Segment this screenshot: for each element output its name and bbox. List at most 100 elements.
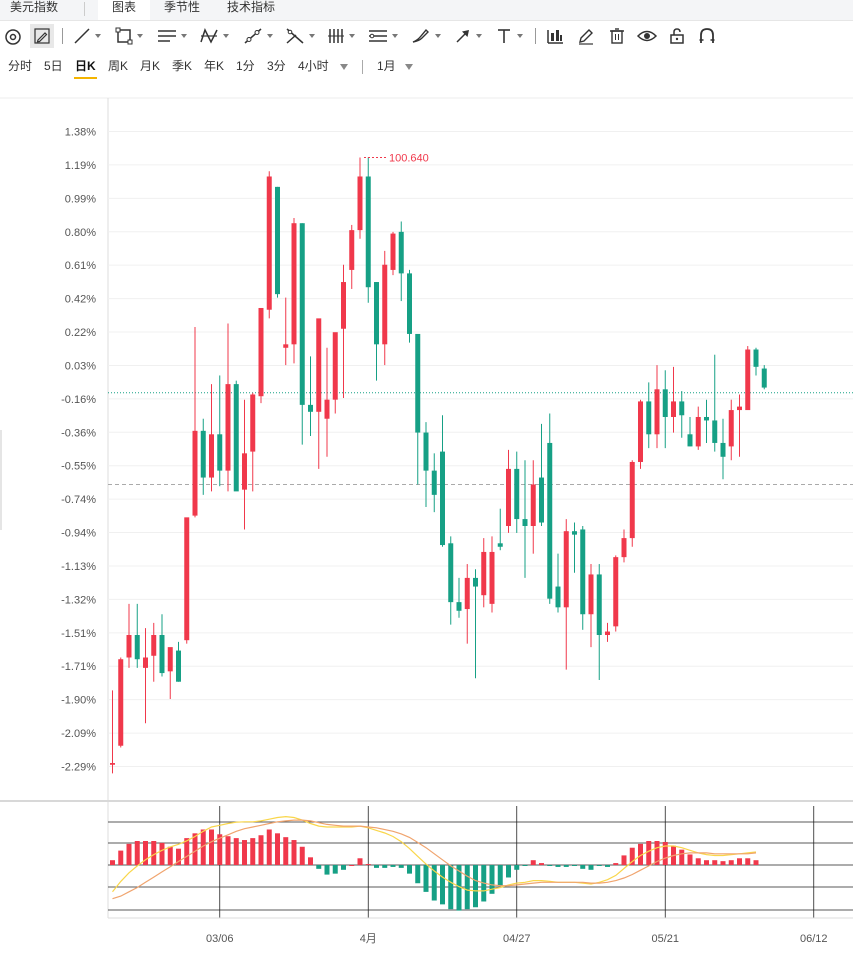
x-tick-label: 4月 — [360, 933, 377, 945]
candle — [596, 564, 602, 680]
eye-icon[interactable] — [636, 24, 658, 48]
bar-indicator-icon[interactable] — [545, 24, 565, 48]
candle-body — [588, 574, 594, 615]
tab-technical[interactable]: 技术指标 — [227, 0, 276, 14]
x-tick-label: 05/21 — [651, 933, 679, 945]
candle — [580, 525, 586, 630]
period-3min[interactable]: 3分 — [267, 59, 286, 73]
candle-body — [134, 635, 140, 660]
candle — [242, 399, 247, 530]
candle — [712, 354, 718, 452]
toolbar-divider — [62, 28, 63, 44]
macd-bar — [456, 865, 462, 911]
macd-bar — [431, 865, 437, 901]
macd-bar — [687, 854, 693, 865]
candle-body — [266, 176, 272, 310]
toolbar-divider — [535, 28, 536, 44]
macd-bar — [530, 860, 536, 865]
channel-icon[interactable] — [367, 24, 398, 48]
range-selector[interactable]: 1月 — [377, 59, 396, 73]
trash-icon[interactable] — [607, 24, 627, 48]
tab-bar: 美元指数 图表 季节性 技术指标 — [0, 0, 853, 21]
rectangle-icon[interactable] — [114, 24, 143, 48]
y-tick-label: 0.99% — [65, 193, 96, 205]
candle-body — [679, 401, 685, 416]
x-axis-labels: 03/06 4月 04/27 05/21 06/12 — [108, 917, 853, 945]
candle-body — [638, 401, 643, 462]
fibonacci-icon[interactable] — [284, 24, 315, 48]
tab-chart[interactable]: 图表 — [98, 0, 150, 20]
macd-bar — [572, 865, 577, 866]
text-icon[interactable] — [494, 24, 523, 48]
magnet-icon[interactable] — [697, 24, 717, 48]
candle-body — [621, 538, 627, 558]
macd-bar — [704, 860, 709, 865]
macd-bar — [621, 855, 627, 865]
period-daily[interactable]: 日K — [74, 59, 97, 79]
range-dropdown-icon[interactable] — [405, 64, 413, 70]
candle — [539, 423, 544, 526]
candle — [497, 508, 503, 551]
tab-seasonality[interactable]: 季节性 — [164, 0, 201, 14]
period-quarterly[interactable]: 季K — [172, 59, 193, 73]
candle — [192, 327, 198, 518]
candle — [448, 536, 454, 625]
candle — [720, 418, 726, 480]
candle — [728, 399, 734, 461]
candle — [704, 399, 709, 443]
pattern-icon[interactable] — [198, 24, 229, 48]
macd-bar — [167, 846, 173, 865]
candle-body — [258, 307, 264, 397]
macd-bar — [349, 865, 355, 866]
period-intraday[interactable]: 分时 — [8, 59, 33, 73]
parallel-lines-icon[interactable] — [156, 24, 187, 48]
candle-body — [497, 543, 503, 547]
fork-icon[interactable] — [242, 24, 273, 48]
period-weekly[interactable]: 周K — [108, 59, 129, 73]
candle-body — [464, 577, 470, 610]
candle — [638, 399, 643, 469]
candle-body — [242, 453, 247, 490]
macd-bar — [415, 865, 421, 884]
candle — [588, 564, 594, 648]
macd-bar — [126, 843, 132, 865]
tab-dollar-index[interactable]: 美元指数 — [10, 0, 59, 14]
macd-bar — [605, 865, 610, 867]
candle-body — [712, 420, 718, 443]
candle — [291, 218, 297, 364]
period-4hour[interactable]: 4小时 — [298, 59, 329, 73]
y-tick-label: 0.61% — [65, 260, 96, 272]
period-5day[interactable]: 5日 — [44, 59, 63, 73]
cursor-icon[interactable] — [2, 24, 24, 48]
macd-bar — [646, 841, 652, 865]
brush-icon[interactable] — [410, 24, 441, 48]
arrow-icon[interactable] — [453, 24, 482, 48]
candle-body — [737, 406, 742, 411]
candle — [283, 297, 289, 366]
macd-bar — [110, 860, 115, 865]
line-icon[interactable] — [72, 24, 101, 48]
candle-body — [753, 349, 759, 367]
candle-body — [720, 442, 726, 457]
lock-icon[interactable] — [667, 24, 687, 48]
y-tick-label: -2.29% — [61, 762, 96, 774]
y-tick-label: 1.38% — [65, 127, 96, 139]
period-yearly[interactable]: 年K — [204, 59, 225, 73]
chart-grid — [0, 97, 853, 918]
macd-bar — [275, 833, 280, 865]
period-monthly[interactable]: 月K — [140, 59, 161, 73]
macd-dea-line — [112, 819, 757, 900]
y-tick-label: -0.16% — [61, 394, 96, 406]
candle-body — [646, 401, 652, 435]
candle-body — [167, 647, 173, 672]
edit-icon[interactable] — [576, 24, 596, 48]
pencil-icon[interactable] — [30, 24, 54, 48]
candle — [200, 418, 206, 495]
reference-lines — [108, 392, 853, 485]
macd-bar — [332, 865, 338, 874]
period-1min[interactable]: 1分 — [236, 59, 255, 73]
vertical-lines-icon[interactable] — [326, 24, 355, 48]
period-more-dropdown[interactable] — [340, 64, 348, 70]
candle — [143, 628, 148, 724]
